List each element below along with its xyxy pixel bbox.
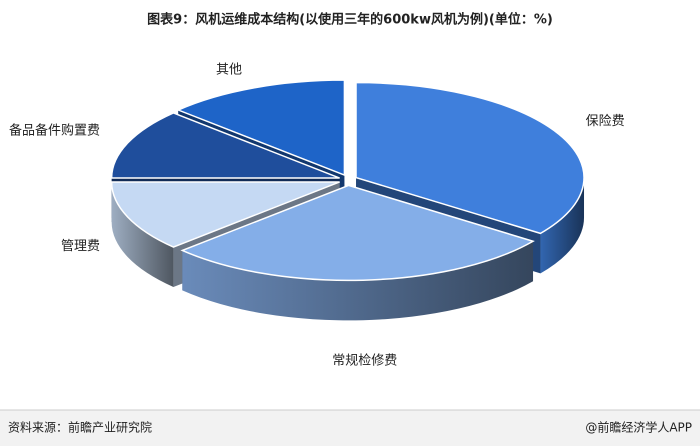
slice-top	[176, 79, 346, 177]
slice-label: 保险费	[586, 114, 625, 129]
slice-label: 其他	[216, 62, 242, 77]
brand: @前瞻经济学人APP	[585, 420, 692, 435]
slice-top	[110, 181, 340, 248]
slice-top	[180, 184, 535, 282]
slice-label: 管理费	[61, 239, 100, 254]
slice-top	[110, 112, 340, 179]
slice-side	[540, 177, 585, 274]
slice-label: 备品备件购置费	[9, 123, 100, 139]
source: 资料来源：前瞻产业研究院	[8, 420, 152, 435]
slice-top	[355, 81, 585, 235]
chart-title: 图表9：风机运维成本结构(以使用三年的600kw风机为例)(单位：%)	[147, 12, 553, 28]
slice-label: 常规检修费	[332, 353, 397, 368]
footer-bar	[0, 410, 700, 446]
slice-side	[111, 181, 174, 288]
